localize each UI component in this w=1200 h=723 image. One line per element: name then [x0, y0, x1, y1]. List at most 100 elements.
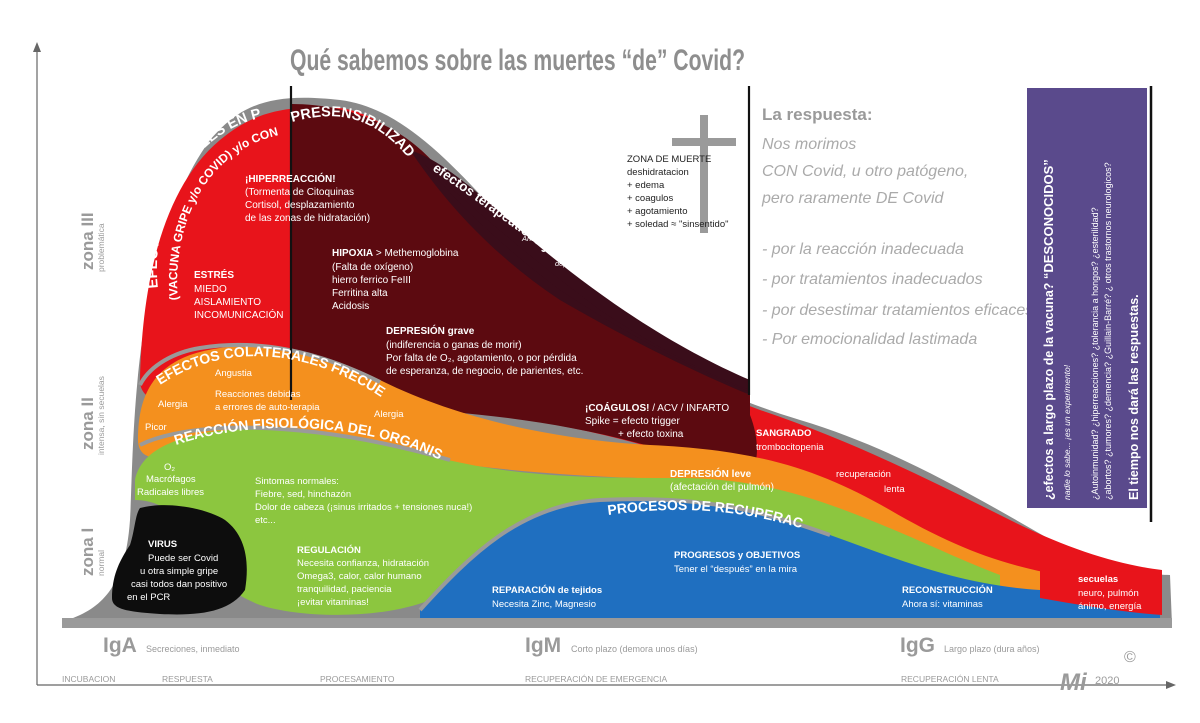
axes — [33, 42, 1176, 689]
svg-text:IgG: IgG — [900, 634, 935, 657]
svg-text:INCUBACION: INCUBACION — [62, 674, 115, 684]
svg-text:Tener el “después” en la mira: Tener el “después” en la mira — [674, 564, 798, 575]
svg-text:(afectación del pulmón): (afectación del pulmón) — [670, 482, 774, 493]
reparacion-block: REPARACIÓN de tejidos Necesita Zinc, Mag… — [492, 584, 602, 610]
reconstruccion-block: RECONSTRUCCIÓN Ahora sí: vitaminas — [902, 584, 993, 610]
svg-text:ZONA DE MUERTE: ZONA DE MUERTE — [627, 154, 711, 165]
svg-text:(indiferencia o ganas de morir: (indiferencia o ganas de morir) — [386, 340, 522, 351]
svg-text:Picor: Picor — [145, 422, 167, 433]
defense-block: O₂ Macrófagos Radicales libres — [137, 462, 204, 498]
svg-text:El tiempo nos dará las respues: El tiempo nos dará las respuestas. — [1127, 294, 1141, 500]
svg-text:¡HIPERREACCIÓN!: ¡HIPERREACCIÓN! — [245, 172, 336, 185]
svg-text:nadie lo sabe... ¡es un experi: nadie lo sabe... ¡es un experimento! — [1062, 364, 1072, 500]
svg-text:Cortisol, desplazamiento: Cortisol, desplazamiento — [245, 200, 355, 211]
svg-text:(Falta de oxígeno): (Falta de oxígeno) — [332, 262, 413, 273]
zone-2-label: zona II — [78, 397, 97, 450]
recuperacion-lenta-block: recuperación lenta — [836, 469, 905, 495]
page-title: Qué sabemos sobre las muertes “de” Covid… — [290, 44, 745, 77]
dark-band — [292, 104, 757, 478]
svg-text:DEPRESIÓN leve: DEPRESIÓN leve — [670, 467, 752, 480]
svg-text:Corto plazo (demora unos días): Corto plazo (demora unos días) — [571, 644, 698, 654]
hipoxia-block: HIPOXIA > Methemoglobina (Falta de oxíge… — [332, 248, 459, 312]
svg-text:hierro ferrico FeIII: hierro ferrico FeIII — [332, 275, 411, 286]
svg-text:Dolor de cabeza (¡sinus irrita: Dolor de cabeza (¡sinus irritados + tens… — [255, 502, 472, 513]
svg-text:Radicales libres: Radicales libres — [137, 487, 204, 498]
svg-text:Puede ser Covid: Puede ser Covid — [148, 553, 218, 564]
svg-text:(Tormenta de Citoquinas: (Tormenta de Citoquinas — [245, 187, 354, 198]
svg-text:PROGRESOS y OBJETIVOS: PROGRESOS y OBJETIVOS — [674, 550, 800, 561]
svg-text:INCOMUNICACIÓN: INCOMUNICACIÓN — [194, 308, 283, 321]
svg-text:+ efecto toxina: + efecto toxina — [618, 429, 684, 440]
svg-text:Alergia: Alergia — [374, 409, 404, 420]
svg-text:etc.: etc. — [610, 290, 622, 299]
blue-band — [420, 499, 1160, 618]
svg-text:inmuno-: inmuno- — [558, 247, 586, 256]
svg-text:Secreciones, inmediato: Secreciones, inmediato — [146, 644, 240, 654]
svg-text:¡evitar vitaminas!: ¡evitar vitaminas! — [297, 597, 369, 608]
svg-text:Antibióticos: Antibióticos — [521, 234, 561, 243]
symptoms-block: Sintomas normales: Fiebre, sed, hinchazó… — [255, 476, 472, 526]
svg-text:Largo plazo (dura años): Largo plazo (dura años) — [944, 644, 1040, 654]
svg-text:VIRUS: VIRUS — [148, 539, 177, 550]
progresos-block: PROGRESOS y OBJETIVOS Tener el “después”… — [674, 550, 800, 575]
svg-text:+ coagulos: + coagulos — [627, 193, 673, 204]
svg-text:¡COÁGULOS! / ACV / INFARTO: ¡COÁGULOS! / ACV / INFARTO — [585, 401, 729, 414]
svg-text:trombocitopenia: trombocitopenia — [756, 442, 824, 453]
svg-text:Por falta de O₂, agotamiento,: Por falta de O₂, agotamiento, o por pérd… — [386, 353, 577, 364]
svg-text:depresores: depresores — [555, 259, 593, 268]
svg-text:Reacciones debidas: Reacciones debidas — [215, 389, 301, 400]
antibody-row: IgA Secreciones, inmediato IgM Corto pla… — [103, 634, 1040, 657]
svg-text:Angustia: Angustia — [215, 368, 253, 379]
svg-text:AISLAMIENTO: AISLAMIENTO — [194, 297, 261, 308]
svg-text:u otra simple gripe: u otra simple gripe — [140, 566, 218, 577]
svg-text:ESTRÉS: ESTRÉS — [194, 268, 234, 281]
purple-box — [1027, 88, 1147, 508]
zone-1-sub: normal — [96, 550, 106, 576]
treatment-items: Antibióticos inmuno- depresores Oxígeno … — [521, 234, 622, 299]
svg-text:©: © — [1124, 649, 1136, 666]
red-tail — [1040, 568, 1162, 615]
svg-text:DEPRESIÓN grave: DEPRESIÓN grave — [386, 324, 475, 337]
svg-text:etc...: etc... — [255, 515, 276, 526]
svg-text:SANGRADO: SANGRADO — [756, 428, 811, 439]
svg-text:Ahora sí: vitaminas: Ahora sí: vitaminas — [902, 599, 983, 610]
virus-shape — [112, 505, 247, 615]
svg-text:de esperanza, de negocio, de p: de esperanza, de negocio, de parientes, … — [386, 366, 583, 377]
svg-text:en el PCR: en el PCR — [127, 592, 170, 603]
orange-band — [138, 345, 1060, 600]
svg-text:Nos morimos: Nos morimos — [762, 136, 856, 153]
svg-text:de las zonas de hidratación): de las zonas de hidratación) — [245, 213, 370, 224]
phase-row: INCUBACION RESPUESTA PROCESAMIENTO RECUP… — [62, 674, 999, 684]
zone-1-label: zona I — [78, 528, 97, 576]
coagulos-block: ¡COÁGULOS! / ACV / INFARTO Spike = efect… — [585, 401, 729, 440]
svg-text:Ferritina alta: Ferritina alta — [332, 288, 388, 299]
purple-box-text: ¿efectos a largo plazo de la vacuna? “DE… — [1041, 159, 1141, 500]
svg-text:IgM: IgM — [525, 634, 561, 657]
svg-text:Mi: Mi — [1060, 669, 1088, 696]
svg-text:neuro, pulmón: neuro, pulmón — [1078, 588, 1139, 599]
signature: Mi 2020 © — [1060, 649, 1136, 696]
svg-text:Oxígeno: Oxígeno — [585, 276, 613, 285]
svg-text:Macrófagos: Macrófagos — [146, 474, 196, 485]
svg-text:REPARACIÓN de tejidos: REPARACIÓN de tejidos — [492, 584, 602, 596]
svg-text:pero raramente DE Covid: pero raramente DE Covid — [761, 190, 945, 207]
svg-text:REGULACIÓN: REGULACIÓN — [297, 544, 361, 556]
svg-text:casi todos dan positivo: casi todos dan positivo — [131, 579, 227, 590]
secuelas-block: secuelas neuro, pulmón ánimo, energía — [1078, 574, 1142, 612]
svg-text:PROCESAMIENTO: PROCESAMIENTO — [320, 674, 395, 684]
svg-text:Necesita confianza, hidratació: Necesita confianza, hidratación — [297, 558, 429, 569]
svg-text:+ soledad ≈ "sinsentido": + soledad ≈ "sinsentido" — [627, 219, 728, 230]
death-zone-block: ZONA DE MUERTE deshidratacion + edema + … — [627, 154, 728, 230]
cross-icon — [672, 115, 736, 233]
svg-text:tranquilidad, paciencia: tranquilidad, paciencia — [297, 584, 392, 595]
svg-text:- por la reacción inadecuada: - por la reacción inadecuada — [762, 241, 964, 258]
depresion-leve-block: DEPRESIÓN leve (afectación del pulmón) — [670, 467, 774, 493]
svg-text:- por desestimar tratamientos: - por desestimar tratamientos eficaces — [762, 302, 1033, 319]
zone-2-sub: intensa, sin secuelas — [96, 376, 106, 455]
svg-text:a errores de auto-terapia: a errores de auto-terapia — [215, 402, 320, 413]
zone-3-sub: problemática — [96, 223, 106, 272]
zone-3-label: zona III — [78, 212, 97, 270]
svg-text:+ agotamiento: + agotamiento — [627, 206, 687, 217]
base-strip — [62, 618, 1172, 628]
svg-text:Necesita Zinc, Magnesio: Necesita Zinc, Magnesio — [492, 599, 596, 610]
